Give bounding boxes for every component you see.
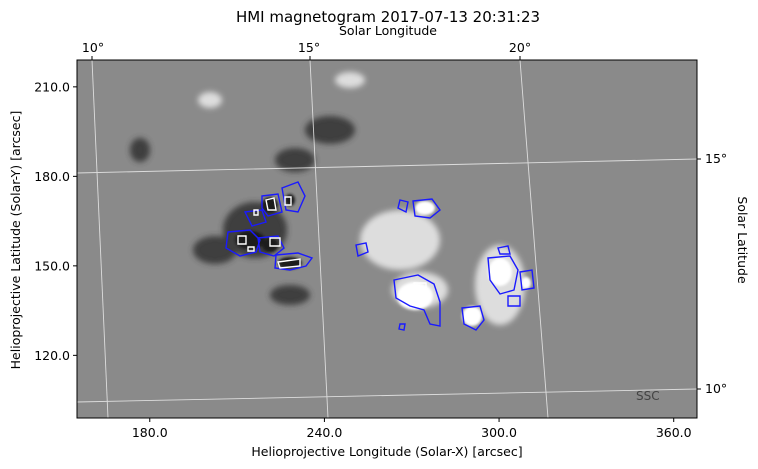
plot-frame: [76, 59, 698, 419]
contour-level-low: [225, 181, 535, 331]
x-axis: 180.0 240.0 300.0 360.0: [132, 418, 692, 440]
chart-title: HMI magnetogram 2017-07-13 20:31:23: [236, 8, 540, 26]
right-axis-label: Solar Latitude: [735, 196, 750, 284]
x-tick-label: 360.0: [656, 425, 692, 440]
y-tick-label: 210.0: [34, 79, 70, 94]
longitude-tick-label: 20°: [509, 40, 531, 55]
x-tick-label: 180.0: [132, 425, 168, 440]
watermark: SSC: [636, 389, 660, 403]
longitude-tick-label: 15°: [298, 40, 320, 55]
top-axis-label: Solar Longitude: [339, 23, 437, 38]
contour-level-high: [237, 196, 427, 291]
longitude-tick-label: 10°: [82, 40, 104, 55]
negative-polarity-region: [130, 116, 355, 305]
longitude-axis: 10° 15° 20°: [82, 40, 531, 60]
latitude-axis: 15° 10°: [697, 151, 727, 396]
plot-area: SSC: [76, 59, 698, 419]
x-tick-label: 240.0: [307, 425, 343, 440]
latitude-tick-label: 10°: [705, 381, 727, 396]
y-tick-label: 150.0: [34, 258, 70, 273]
y-axis: 120.0 150.0 180.0 210.0: [34, 79, 77, 363]
y-tick-label: 120.0: [34, 348, 70, 363]
positive-polarity-core: [397, 201, 531, 326]
y-axis-label: Helioprojective Latitude (Solar-Y) [arcs…: [8, 111, 23, 370]
latitude-tick-label: 15°: [705, 151, 727, 166]
x-tick-label: 300.0: [481, 425, 517, 440]
y-tick-label: 180.0: [34, 169, 70, 184]
coordinate-grid: [77, 60, 697, 418]
x-axis-label: Helioprojective Longitude (Solar-X) [arc…: [251, 444, 522, 459]
